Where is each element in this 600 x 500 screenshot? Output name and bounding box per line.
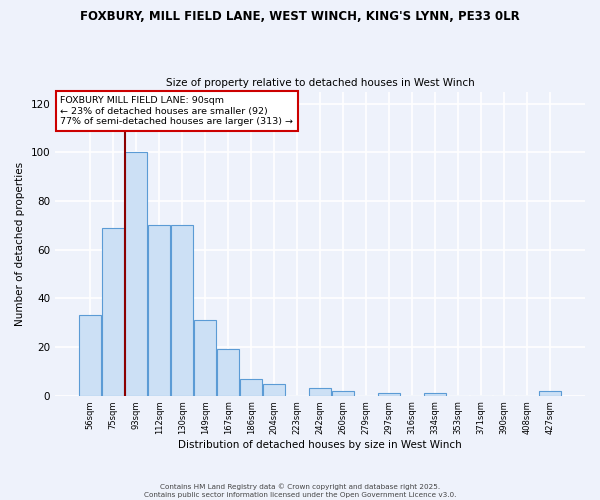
Text: FOXBURY MILL FIELD LANE: 90sqm
← 23% of detached houses are smaller (92)
77% of : FOXBURY MILL FIELD LANE: 90sqm ← 23% of … bbox=[61, 96, 293, 126]
Bar bbox=[194, 320, 216, 396]
Text: FOXBURY, MILL FIELD LANE, WEST WINCH, KING'S LYNN, PE33 0LR: FOXBURY, MILL FIELD LANE, WEST WINCH, KI… bbox=[80, 10, 520, 23]
Bar bbox=[217, 350, 239, 396]
Y-axis label: Number of detached properties: Number of detached properties bbox=[15, 162, 25, 326]
Bar bbox=[148, 226, 170, 396]
Title: Size of property relative to detached houses in West Winch: Size of property relative to detached ho… bbox=[166, 78, 475, 88]
Bar bbox=[424, 394, 446, 396]
Bar bbox=[263, 384, 285, 396]
Bar bbox=[79, 316, 101, 396]
X-axis label: Distribution of detached houses by size in West Winch: Distribution of detached houses by size … bbox=[178, 440, 462, 450]
Bar bbox=[332, 391, 354, 396]
Bar bbox=[240, 378, 262, 396]
Text: Contains HM Land Registry data © Crown copyright and database right 2025.
Contai: Contains HM Land Registry data © Crown c… bbox=[144, 483, 456, 498]
Bar bbox=[171, 226, 193, 396]
Bar bbox=[102, 228, 124, 396]
Bar bbox=[378, 394, 400, 396]
Bar bbox=[539, 391, 561, 396]
Bar bbox=[309, 388, 331, 396]
Bar bbox=[125, 152, 147, 396]
